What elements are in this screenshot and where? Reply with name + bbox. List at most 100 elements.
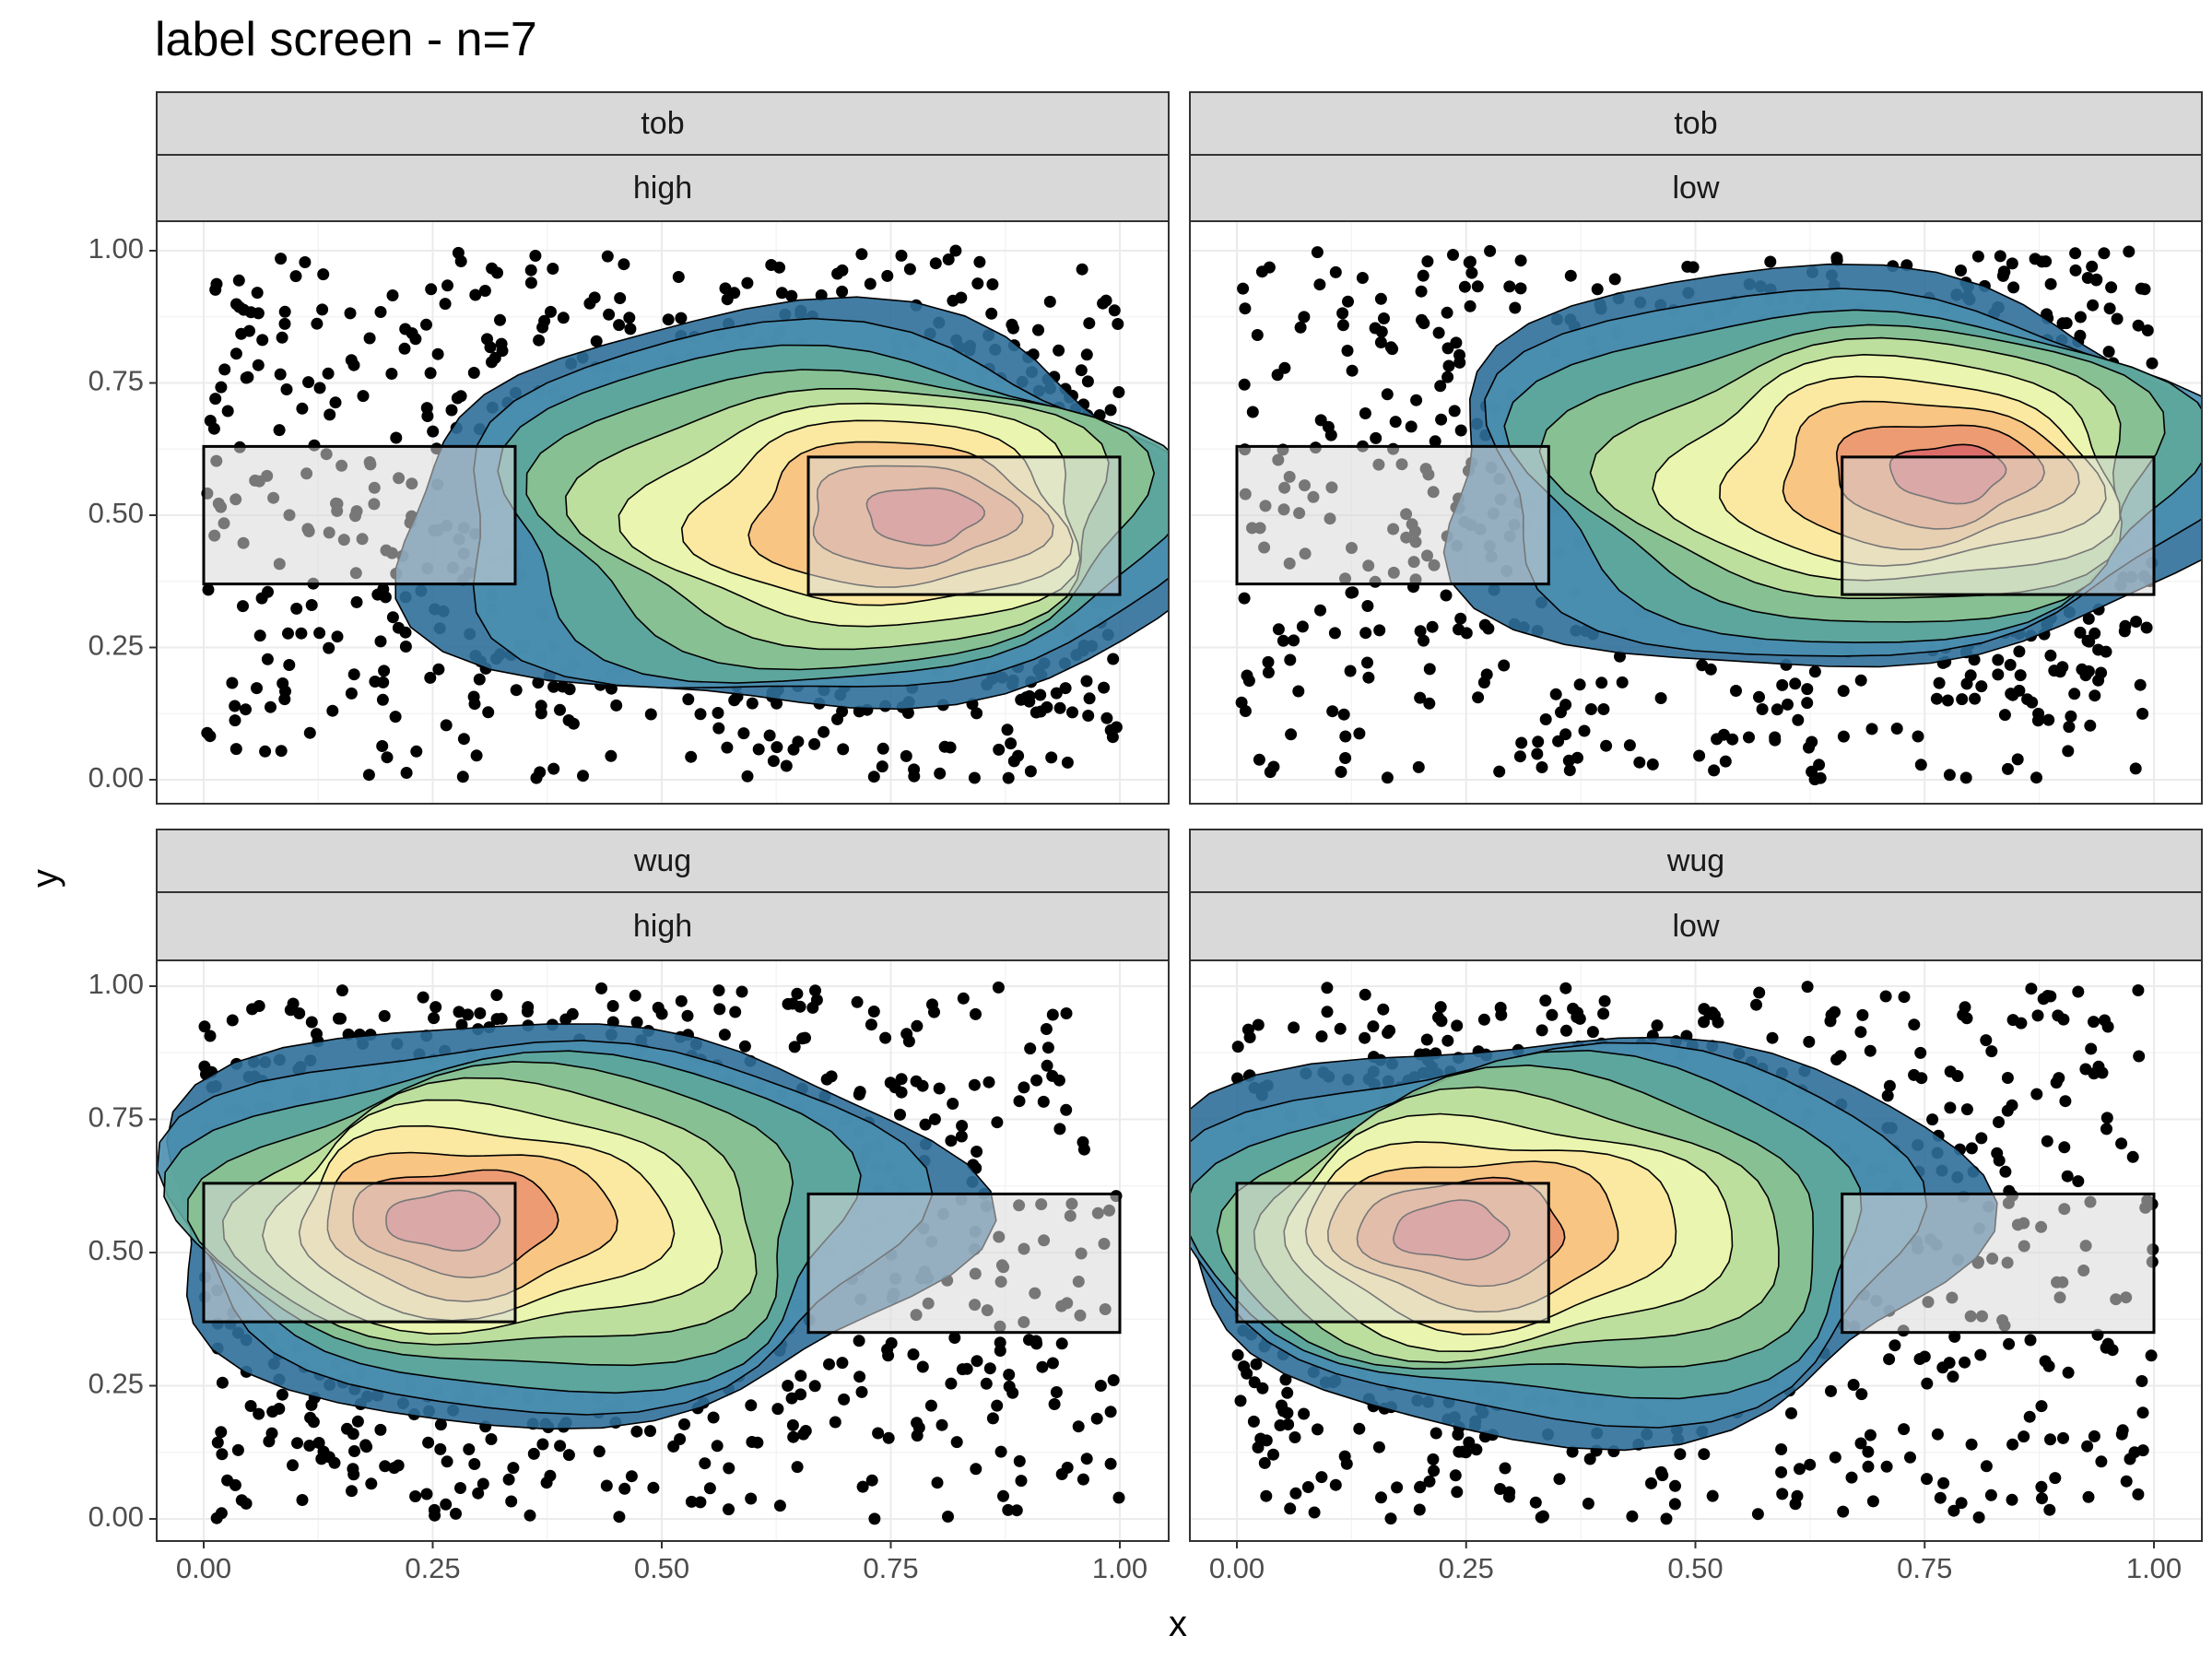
scatter-point [1281,1386,1294,1399]
scatter-point [711,1440,724,1453]
scatter-point [1314,604,1326,617]
scatter-point [474,1006,487,1019]
scatter-point [2133,1050,2146,1063]
scatter-point [273,1403,286,1415]
scatter-point [1339,730,1352,743]
scatter-point [994,1345,1006,1357]
scatter-point [2006,1438,2019,1451]
scatter-point [1107,653,1120,665]
scatter-point [386,611,399,624]
scatter-point [2081,1440,2094,1453]
scatter-point [1651,1019,1664,1032]
scatter-point [1698,1016,1711,1029]
scatter-point [1998,709,2011,722]
scatter-point [2095,1455,2108,1468]
scatter-point [398,342,411,355]
scatter-point [681,1009,694,1022]
scatter-point [472,1487,485,1500]
scatter-point [1007,755,1020,768]
scatter-point [386,289,399,301]
scatter-point [486,262,499,275]
scatter-point [335,1012,347,1025]
scatter-point [2145,1349,2158,1362]
scatter-point [1041,1041,1054,1054]
highlight-rectangle-1 [1235,1182,1550,1324]
panel-border [156,220,1170,805]
scatter-point [1412,760,1425,773]
scatter-point [533,334,546,347]
scatter-point [1080,1453,1093,1465]
scatter-point [379,1460,392,1473]
scatter-point [524,1509,536,1522]
scatter-point [2058,1141,2071,1154]
scatter-point [524,264,537,276]
scatter-point [2003,1337,2016,1350]
scatter-point [296,402,309,415]
scatter-point [794,1370,807,1382]
scatter-point [216,1448,229,1461]
scatter-point [1453,356,1466,369]
scatter-point [1808,665,1821,678]
scatter-point [900,749,912,762]
scatter-point [2136,1406,2149,1419]
strip-bottom [1189,154,2203,222]
scatter-point [986,1412,999,1425]
scatter-point [1974,1348,1987,1361]
scatter-point [317,268,330,281]
scatter-point [1463,1436,1476,1449]
scatter-point [2088,1430,2100,1442]
scatter-point [741,276,754,289]
scatter-point [1050,687,1063,700]
scatter-point [1060,1007,1073,1019]
scatter-point [973,255,986,268]
scatter-point [376,740,389,752]
scatter-point [198,1020,211,1033]
scatter-point [1766,1031,1779,1044]
scatter-point [1434,1001,1447,1014]
scatter-point [544,1469,557,1482]
scatter-point [1030,1074,1043,1087]
scatter-point [916,1360,929,1373]
scatter-point [1890,723,1903,735]
scatter-point [371,588,384,601]
scatter-point [1965,1142,1978,1155]
scatter-point [1955,1497,1968,1510]
scatter-point [902,1035,915,1048]
scatter-point [780,759,793,772]
scatter-point [1043,295,1056,308]
scatter-point [1536,1510,1549,1523]
scatter-point [948,1332,961,1344]
scatter-point [1789,677,1802,690]
scatter-point [1968,653,1981,666]
scatter-point [879,1031,892,1044]
scatter-point [440,1498,453,1511]
scatter-point [771,1403,784,1416]
scatter-point [808,737,821,750]
scatter-point [1806,735,1818,748]
scatter-point [1046,1357,1059,1370]
scatter-point [1344,665,1357,677]
scatter-point [390,431,403,444]
scatter-point [595,982,607,994]
scatter-point [1080,675,1093,688]
scatter-point [1405,420,1418,433]
scatter-point [1292,685,1305,698]
scatter-point [1706,1489,1719,1502]
scatter-point [1775,1465,1788,1478]
scatter-point [1015,1475,1028,1488]
scatter-point [274,368,287,381]
scatter-point [1080,348,1093,361]
scatter-point [1668,1498,1681,1511]
scatter-point [712,722,725,735]
scatter-point [855,248,868,261]
scatter-point [1434,380,1447,393]
scatter-point [723,1503,735,1516]
scatter-point [2041,1135,2053,1147]
scatter-point [1862,1445,1875,1458]
scatter-point [797,1428,810,1441]
highlight-rectangle-1 [202,1182,517,1324]
scatter-point [831,712,843,725]
scatter-point [1414,691,1427,704]
scatter-point [1055,1337,1068,1350]
scatter-point [2146,357,2159,370]
